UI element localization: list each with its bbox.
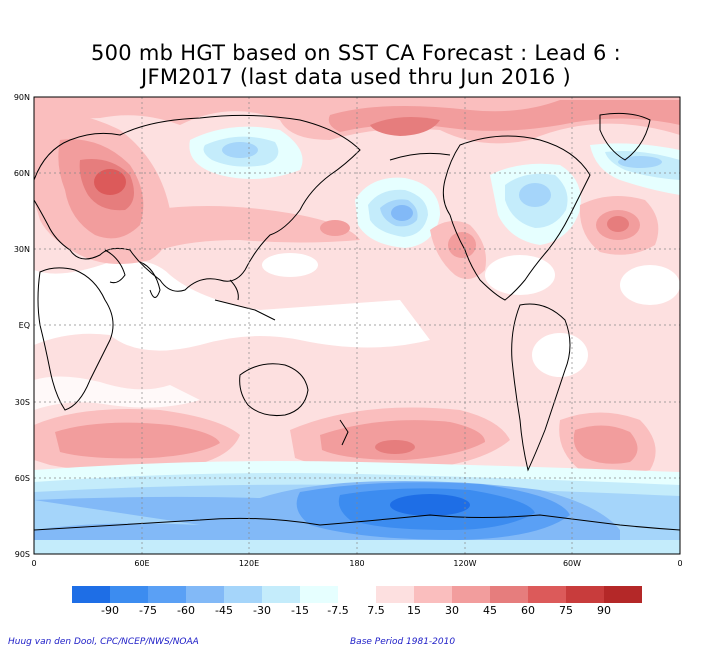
map-title-line-2: JFM2017 (last data used thru Jun 2016 ) (140, 65, 572, 89)
lat-label-eq: EQ (19, 321, 30, 330)
legend-label: 30 (445, 604, 459, 617)
legend-swatch (262, 586, 300, 603)
legend-label: -60 (177, 604, 195, 617)
lon-label-0-left: 0 (31, 559, 36, 568)
map-title-line-1: 500 mb HGT based on SST CA Forecast : Le… (90, 41, 622, 65)
lon-label-0-right: 0 (677, 559, 682, 568)
lon-label-180: 180 (349, 559, 364, 568)
legend-swatch (452, 586, 490, 603)
legend-label: 60 (521, 604, 535, 617)
coastlines (34, 112, 680, 531)
legend-label: -7.5 (327, 604, 348, 617)
lat-label-30n: 30N (14, 245, 30, 254)
legend-label: 15 (407, 604, 421, 617)
legend-label: -90 (101, 604, 119, 617)
legend-label: 7.5 (367, 604, 385, 617)
legend-swatch (528, 586, 566, 603)
legend-label: -30 (253, 604, 271, 617)
legend-label: -15 (291, 604, 309, 617)
legend-label: -75 (139, 604, 157, 617)
color-legend: -90 -75 -60 -45 -30 -15 -7.5 7.5 15 30 45 60 75 90 (72, 586, 642, 617)
legend-swatch (376, 586, 414, 603)
lat-label-60n: 60N (14, 169, 30, 178)
legend-label: -45 (215, 604, 233, 617)
legend-swatch (490, 586, 528, 603)
lon-label-60w: 60W (563, 559, 581, 568)
lon-label-120e: 120E (239, 559, 259, 568)
legend-swatch (148, 586, 186, 603)
lat-label-90n: 90N (14, 93, 30, 102)
legend-swatch (224, 586, 262, 603)
map-frame (33, 96, 681, 555)
credit-base-period: Base Period 1981-2010 (350, 637, 456, 647)
lat-label-90s: 90S (15, 550, 30, 559)
legend-swatch (186, 586, 224, 603)
legend-label: 90 (597, 604, 611, 617)
legend-swatch (338, 586, 376, 603)
legend-label: 75 (559, 604, 573, 617)
lat-label-60s: 60S (15, 474, 30, 483)
lon-label-120w: 120W (453, 559, 476, 568)
lat-lon-grid (34, 97, 680, 554)
lat-label-30s: 30S (15, 398, 30, 407)
legend-swatch (414, 586, 452, 603)
credit-author: Huug van den Dool, CPC/NCEP/NWS/NOAA (8, 637, 199, 647)
legend-swatch (72, 586, 110, 603)
lon-label-60e: 60E (134, 559, 149, 568)
legend-swatch (566, 586, 604, 603)
legend-swatch (604, 586, 642, 603)
legend-swatch (110, 586, 148, 603)
legend-label: 45 (483, 604, 497, 617)
legend-swatch (300, 586, 338, 603)
